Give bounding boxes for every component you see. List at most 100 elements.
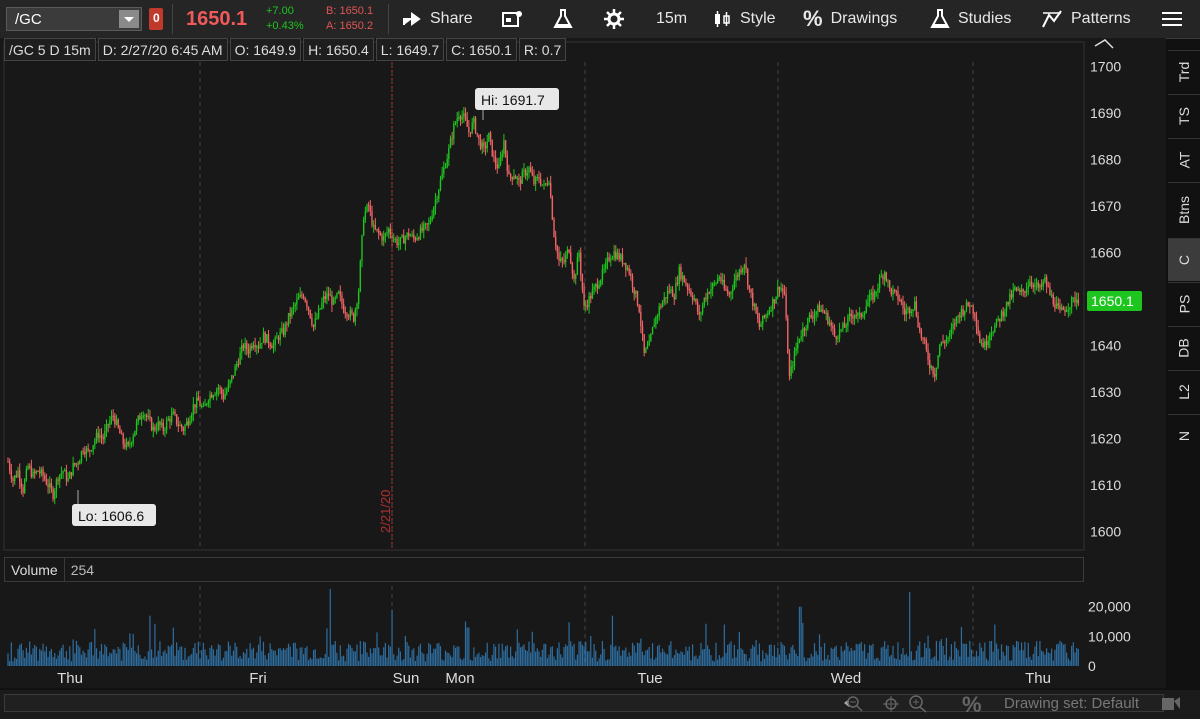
candle-body — [742, 268, 744, 273]
candle-body — [463, 113, 465, 117]
candle-body — [835, 336, 837, 339]
candle-body — [1000, 311, 1003, 321]
crosshair-icon[interactable] — [882, 695, 900, 713]
time-axis-label: Wed — [831, 670, 862, 687]
candle-body — [910, 311, 913, 314]
volume-bar — [358, 661, 360, 666]
volume-bar — [481, 655, 483, 666]
volume-bar — [857, 644, 859, 666]
symbol-selector[interactable]: /GC — [6, 7, 142, 31]
candle-body — [209, 394, 211, 402]
drawings-button[interactable]: % Drawings — [803, 0, 897, 38]
volume-bar — [690, 660, 692, 666]
price-tick-label: 1620 — [1090, 430, 1121, 446]
candle-body — [713, 283, 716, 285]
menu-button[interactable] — [1160, 0, 1192, 38]
volume-bar — [870, 645, 872, 666]
volume-bar — [474, 657, 477, 666]
volume-bar — [281, 650, 283, 666]
candle-body — [372, 224, 375, 226]
candle-body — [668, 290, 670, 292]
candle-body — [893, 289, 896, 291]
side-tab-c[interactable]: C — [1168, 238, 1200, 281]
side-tab-ps[interactable]: PS — [1168, 282, 1200, 325]
candle-body — [576, 257, 579, 275]
candle-body — [792, 366, 794, 368]
volume-bar — [600, 654, 602, 666]
volume-bar — [177, 650, 179, 666]
volume-bar — [732, 658, 734, 666]
side-tab-l2[interactable]: L2 — [1168, 370, 1200, 413]
share-button[interactable]: Share — [402, 0, 473, 38]
candle-body — [718, 277, 721, 279]
volume-bar — [621, 650, 624, 666]
candle-body — [409, 235, 412, 237]
candle-body — [478, 134, 480, 139]
candle-body — [436, 198, 438, 200]
volume-bar — [675, 649, 677, 666]
timeframe-button[interactable]: 15m — [656, 0, 687, 38]
volume-bar — [62, 644, 64, 666]
candle-body — [807, 317, 809, 329]
patterns-button[interactable]: Patterns — [1041, 0, 1131, 38]
drawing-tools-icon[interactable] — [1160, 695, 1182, 713]
volume-bar — [206, 655, 208, 666]
side-tab-ts[interactable]: TS — [1168, 94, 1200, 137]
candle-body — [882, 276, 884, 280]
volume-bar — [327, 656, 330, 666]
volume-bar — [957, 650, 959, 666]
volume-bar — [356, 644, 358, 666]
side-tab-btns[interactable]: Btns — [1168, 182, 1200, 237]
chart-area[interactable]: 1600161016201630164016501660167016801690… — [0, 38, 1166, 688]
candle-body — [231, 375, 233, 381]
volume-bar — [124, 643, 126, 666]
chevron-down-icon[interactable] — [119, 10, 139, 28]
candle-body — [167, 418, 169, 421]
candle-body — [252, 345, 255, 349]
candle-body — [1039, 285, 1041, 288]
volume-bar — [977, 656, 979, 666]
volume-bar — [209, 647, 211, 666]
candle-body — [70, 472, 73, 476]
side-tab-trd[interactable]: Trd — [1168, 50, 1200, 93]
candle-body — [618, 252, 620, 260]
flask-button[interactable] — [553, 0, 581, 38]
volume-bar — [104, 644, 106, 666]
volume-bar — [25, 647, 27, 666]
candle-body — [710, 288, 712, 294]
candle-body — [875, 291, 877, 293]
candle-body — [332, 298, 335, 305]
zoom-in-icon[interactable] — [908, 695, 928, 713]
candle-body — [559, 258, 562, 261]
volume-bar — [880, 647, 882, 666]
zoom-out-icon[interactable] — [846, 695, 864, 713]
candle-body — [214, 394, 216, 396]
drawing-percent-icon[interactable]: % — [962, 692, 982, 717]
volume-bar — [125, 647, 128, 666]
volume-bar — [929, 648, 931, 666]
volume-bar — [34, 645, 36, 666]
alert-badge[interactable]: 0 — [149, 8, 163, 30]
volume-bar — [904, 654, 906, 666]
bar-range: R: 0.7 — [518, 38, 567, 61]
volume-bar — [795, 653, 797, 666]
time-scrollbar[interactable] — [4, 694, 1164, 712]
side-tab-label: C — [1176, 254, 1192, 266]
volume-bar — [1047, 652, 1049, 666]
quote-details-button[interactable] — [502, 0, 532, 38]
candle-body — [431, 216, 433, 220]
studies-button[interactable]: Studies — [930, 0, 1011, 38]
drawing-set-label[interactable]: Drawing set: Default — [1004, 695, 1140, 712]
price-chart[interactable]: 1600161016201630164016501660167016801690… — [0, 38, 1166, 688]
style-button[interactable]: Style — [712, 0, 776, 38]
candle-body — [638, 305, 640, 312]
volume-bar — [712, 660, 714, 666]
side-tab-n[interactable]: N — [1168, 414, 1200, 457]
candle-body — [570, 252, 572, 264]
settings-button[interactable] — [603, 0, 633, 38]
volume-bar — [745, 654, 747, 666]
side-tab-at[interactable]: AT — [1168, 138, 1200, 181]
chart-title[interactable]: /GC 5 D 15m — [4, 38, 96, 61]
side-tab-db[interactable]: DB — [1168, 326, 1200, 369]
candle-body — [264, 332, 266, 343]
